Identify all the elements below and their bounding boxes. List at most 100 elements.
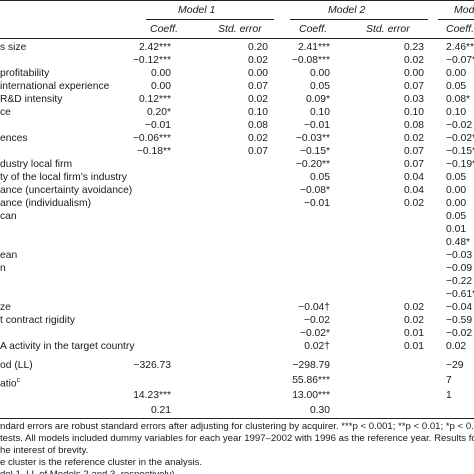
- row-label: ean: [0, 250, 18, 261]
- coeff-header-1: Coeff.: [150, 23, 179, 35]
- model-2-coeff: −0.02: [303, 315, 330, 326]
- model-2-stderr: 0.07: [403, 81, 424, 92]
- model-2-stderr: 0.00: [403, 68, 424, 79]
- model-2-coeff: −0.08*: [299, 185, 330, 196]
- model-1-stderr: 0.00: [247, 68, 268, 79]
- model-3-coeff: −0.04: [446, 302, 473, 313]
- model-3-coeff: −0.02: [446, 328, 473, 339]
- top-rule: [0, 0, 474, 1]
- table-row: −0.61**: [0, 288, 474, 301]
- model-1-stderr: 0.07: [247, 81, 268, 92]
- model-2-coeff: −298.79: [292, 360, 330, 371]
- model-3-coeff: 2.46***: [446, 42, 474, 53]
- table-row: ences −0.06*** 0.02 −0.03** 0.02 −0.02*: [0, 132, 474, 145]
- model-1-stderr: 0.07: [247, 146, 268, 157]
- model-2-coeff: 13.00***: [292, 390, 330, 401]
- table-row: −0.18** 0.07 −0.15* 0.07 −0.15*: [0, 145, 474, 158]
- footnote: he interest of brevity.: [0, 445, 89, 456]
- row-label: can: [0, 211, 17, 222]
- model-2-coeff: 2.41***: [297, 42, 330, 53]
- row-label: profitability: [0, 68, 50, 79]
- model-2-stderr: 0.02: [403, 198, 424, 209]
- row-label: dustry local firm: [0, 159, 73, 170]
- model-2-coeff: 0.09*: [305, 94, 330, 105]
- model-3-coeff: 0.05: [446, 81, 467, 92]
- model-1-coeff: 0.00: [150, 68, 171, 79]
- model-2-stderr: 0.04: [403, 172, 424, 183]
- model-2-coeff: −0.02*: [299, 328, 330, 339]
- model-1-coeff: −326.73: [133, 360, 171, 371]
- model-3-coeff: −0.02: [446, 120, 473, 131]
- footnote: del 1–LL of Models 2 and 3, respectively…: [0, 468, 177, 474]
- table-row: s size 2.42*** 0.20 2.41*** 0.23 2.46***: [0, 41, 474, 54]
- model-1-coeff: 0.12***: [138, 94, 171, 105]
- stat-row: 0.21 0.30: [0, 404, 474, 417]
- table-row: international experience 0.00 0.07 0.05 0.07…: [0, 80, 474, 93]
- table-row: 0.01: [0, 223, 474, 236]
- row-label: t contract rigidity: [0, 315, 75, 326]
- model-1-coeff: −0.18**: [136, 146, 171, 157]
- table-row: R&D intensity 0.12*** 0.02 0.09* 0.03 0.08*: [0, 93, 474, 106]
- footnote: ndard errors are robust standard errors …: [0, 421, 474, 432]
- model-1-coeff: 14.23***: [133, 390, 171, 401]
- model-3-coeff: 0.00: [446, 185, 467, 196]
- model-3-coeff: −0.61**: [446, 289, 474, 300]
- model-2-coeff: −0.01: [303, 120, 330, 131]
- stderr-header-1: Std. error: [218, 23, 262, 35]
- model-3-coeff: −0.02*: [446, 133, 474, 144]
- model-2-stderr: 0.08: [403, 120, 424, 131]
- model-2-stderr: 0.02: [403, 133, 424, 144]
- model-2-stderr: 0.01: [403, 341, 424, 352]
- model-1-coeff: −0.12***: [132, 55, 171, 66]
- model-3-coeff: −0.15*: [446, 146, 474, 157]
- model-3-coeff: −29: [446, 360, 464, 371]
- model-3-coeff: 0.02: [446, 341, 467, 352]
- model-2-coeff: −0.01: [303, 198, 330, 209]
- model-2-header: Model 2: [328, 4, 366, 16]
- table-row: −0.02* 0.01 −0.02: [0, 327, 474, 340]
- row-label: ty of the local firm’s industry: [0, 172, 127, 183]
- model-3-coeff: 0.01: [446, 224, 467, 235]
- bottom-rule: [0, 418, 474, 419]
- model-3-coeff: −0.22: [446, 276, 473, 287]
- row-label: ance (individualism): [0, 198, 91, 209]
- model-1-stderr: 0.02: [247, 94, 268, 105]
- header-rule: [0, 38, 474, 39]
- table-row: ance (individualism) −0.01 0.02 0.00: [0, 197, 474, 210]
- row-label: n: [0, 263, 6, 274]
- model-2-coeff: −0.04†: [298, 302, 330, 313]
- model-1-coeff: 2.42***: [138, 42, 171, 53]
- model-2-coeff: −0.20**: [295, 159, 330, 170]
- model-2-coeff: 0.05: [309, 81, 330, 92]
- stat-row: od (LL) −326.73 −298.79 −29: [0, 359, 474, 372]
- model-1-coeff: −0.01: [144, 120, 171, 131]
- table-row: n −0.09: [0, 262, 474, 275]
- row-label: international experience: [0, 81, 110, 92]
- model-1-stderr: 0.08: [247, 120, 268, 131]
- model-1-coeff: 0.21: [150, 405, 171, 416]
- table-row: −0.01 0.08 −0.01 0.08 −0.02: [0, 119, 474, 132]
- model-3-coeff: 0.05: [446, 211, 467, 222]
- row-label: atioc: [0, 377, 21, 390]
- model-2-rule: [290, 19, 428, 20]
- coeff-header-2: Coeff.: [299, 23, 328, 35]
- model-1-coeff: 0.00: [150, 81, 171, 92]
- model-2-coeff: −0.15*: [299, 146, 330, 157]
- table-row: dustry local firm −0.20** 0.07 −0.19**: [0, 158, 474, 171]
- stat-row: atioc 55.86*** 7: [0, 374, 474, 390]
- model-2-coeff: −0.03**: [295, 133, 330, 144]
- model-3-coeff: 7: [446, 375, 452, 386]
- model-2-coeff: 55.86***: [292, 375, 330, 386]
- table-row: can 0.05: [0, 210, 474, 223]
- table-row: −0.22: [0, 275, 474, 288]
- table-row: t contract rigidity −0.02 0.02 −0.59: [0, 314, 474, 327]
- model-1-stderr: 0.02: [247, 55, 268, 66]
- model-3-coeff: −0.19**: [446, 159, 474, 170]
- model-1-coeff: −0.06***: [132, 133, 171, 144]
- model-2-stderr: 0.02: [403, 302, 424, 313]
- model-3-coeff: 0.00: [446, 198, 467, 209]
- table-row: ean −0.03: [0, 249, 474, 262]
- model-3-coeff: −0.59: [446, 315, 473, 326]
- row-label: od (LL): [0, 360, 33, 371]
